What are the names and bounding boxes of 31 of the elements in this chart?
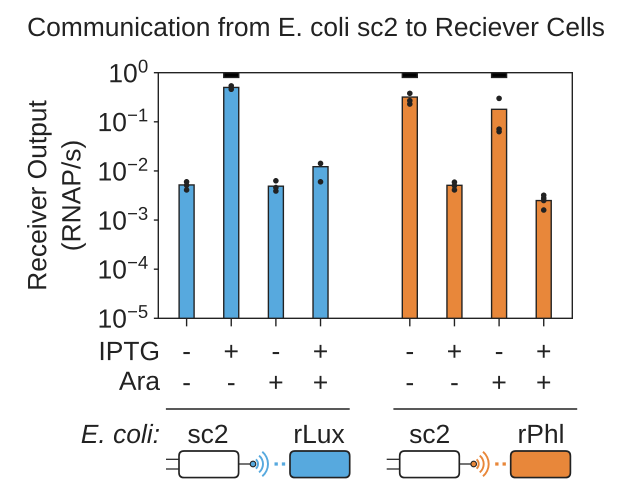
point bbox=[407, 90, 413, 96]
y-axis-title: Receiver Output (RNAP/s) bbox=[27, 100, 86, 289]
y-tick-label: 10$^{−2}$ bbox=[100, 158, 148, 181]
point bbox=[184, 187, 190, 193]
text: sc2 bbox=[188, 424, 228, 444]
point bbox=[452, 187, 458, 193]
point bbox=[273, 178, 279, 184]
x-tick-label: - + bbox=[492, 352, 506, 389]
y-tick-label: 10$^{−1}$ bbox=[100, 108, 148, 132]
chart-title: Communication from E. coli sc2 to Reciever Cells bbox=[28, 16, 604, 36]
x-tick-label: + + bbox=[314, 344, 327, 389]
x-tick-label: + - bbox=[224, 344, 238, 386]
text: IPTG bbox=[100, 342, 158, 360]
point bbox=[496, 96, 502, 102]
x-tick-label: - + bbox=[269, 352, 282, 389]
point bbox=[318, 160, 324, 166]
point bbox=[318, 179, 324, 185]
x-tick-label: - - bbox=[183, 352, 190, 386]
x-tick-label: + + bbox=[537, 344, 550, 389]
text: rPhl bbox=[519, 424, 563, 443]
y-tick-label: 10$^{−4}$ bbox=[100, 256, 148, 279]
y-tick-label: 10$^{−3}$ bbox=[100, 206, 148, 230]
y-tick-label: 10$^{0}$ bbox=[110, 60, 148, 82]
text: sc2 bbox=[410, 424, 449, 444]
text: Ara bbox=[118, 372, 160, 390]
x-tick-label: - - bbox=[406, 352, 414, 386]
text: rLux bbox=[295, 424, 344, 444]
point bbox=[540, 207, 547, 213]
text: E. coli: bbox=[82, 424, 159, 444]
x-tick-label: + - bbox=[448, 344, 461, 386]
y-tick-label: 10$^{−5}$ bbox=[100, 305, 148, 328]
